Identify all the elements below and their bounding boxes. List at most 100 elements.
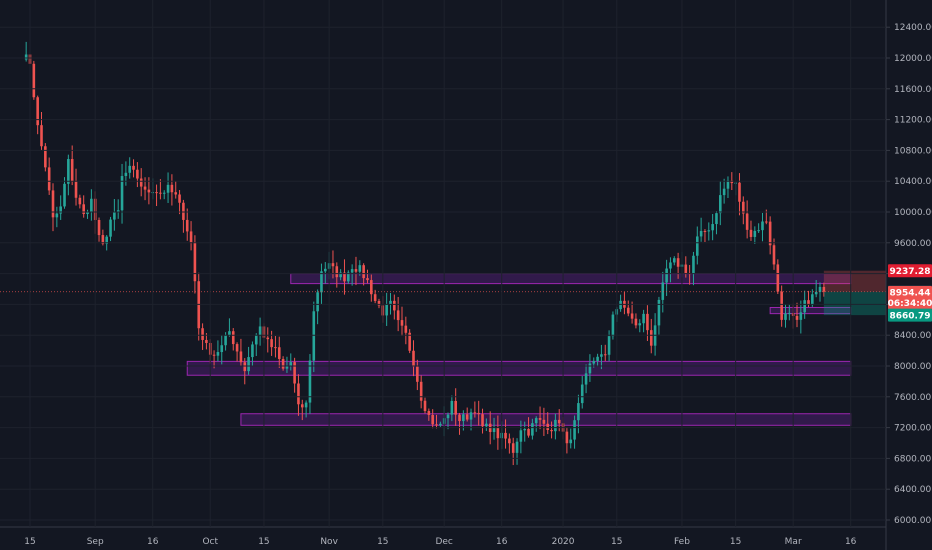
- candle-body: [431, 414, 434, 425]
- candle-body: [772, 245, 776, 265]
- candle-body: [534, 418, 538, 424]
- candle-body: [619, 300, 622, 310]
- candle-body: [596, 356, 599, 361]
- candle-body: [592, 360, 596, 364]
- price-tag-label: 8954.44: [890, 289, 931, 299]
- candle-body: [550, 429, 553, 432]
- x-tick-label: Feb: [674, 537, 690, 547]
- stop-loss-area[interactable]: [823, 270, 886, 292]
- candle-body: [757, 230, 760, 232]
- candle-body: [661, 282, 665, 300]
- take-profit-area[interactable]: [823, 291, 886, 316]
- candle-body: [323, 268, 327, 272]
- candle-body: [634, 318, 638, 326]
- y-tick-label: 8000.00: [894, 362, 931, 372]
- price-zone[interactable]: [290, 273, 852, 285]
- candle-body: [404, 325, 408, 333]
- candle-body: [47, 167, 51, 191]
- candle-body: [745, 213, 749, 230]
- price-tag-label: 06:34:40: [888, 299, 932, 309]
- candle-body: [162, 192, 166, 194]
- candle-body: [281, 358, 285, 369]
- x-tick-label: 15: [730, 537, 741, 547]
- y-tick-label: 6800.00: [894, 454, 931, 464]
- candle-body: [569, 439, 573, 444]
- candle-body: [765, 221, 768, 223]
- candle-body: [120, 176, 124, 211]
- x-tick-label: Sep: [87, 537, 104, 547]
- candle-body: [170, 184, 174, 193]
- candle-body: [531, 423, 534, 436]
- candle-body: [216, 352, 220, 356]
- candle-body: [719, 195, 722, 214]
- x-tick-label: 16: [496, 537, 508, 547]
- candle-body: [803, 300, 806, 313]
- candle-body: [799, 312, 803, 320]
- candle-body: [626, 307, 630, 314]
- candle-body: [235, 344, 239, 352]
- candle-body: [55, 213, 59, 218]
- candle-body: [205, 339, 208, 343]
- price-tag-label: 9237.28: [890, 267, 931, 277]
- candle-body: [239, 351, 243, 363]
- candle-body: [90, 198, 93, 213]
- price-tag-bg: [888, 264, 932, 278]
- candle-body: [780, 291, 783, 320]
- candle-body: [166, 184, 170, 193]
- candle-body: [174, 192, 178, 195]
- candle-body: [416, 366, 419, 382]
- x-tick-label: Dec: [435, 537, 452, 547]
- risk-reward-tool[interactable]: [823, 270, 886, 316]
- time-axis[interactable]: 15 Sep 16 Oct 15 Nov 15 Dec 16 2020 15 Feb 15 Mar 16: [24, 0, 857, 547]
- candle-body: [201, 328, 204, 340]
- candle-body: [711, 224, 714, 231]
- candle-body: [185, 219, 189, 232]
- candle-body: [78, 197, 82, 205]
- candle-body: [761, 221, 764, 231]
- candle-body: [446, 414, 450, 419]
- y-tick-label: 9600.00: [894, 239, 931, 249]
- candle-body: [74, 181, 78, 198]
- candle-body: [212, 354, 216, 356]
- candle-body: [515, 441, 519, 453]
- y-tick-label: 10400.00: [894, 177, 932, 187]
- candle-body: [362, 265, 365, 279]
- candle-body: [189, 231, 193, 243]
- candle-body: [193, 242, 197, 282]
- candle-body: [358, 265, 362, 272]
- candle-body: [370, 280, 373, 295]
- candle-body: [40, 125, 43, 147]
- candle-body: [247, 357, 250, 372]
- candle-body: [82, 204, 85, 215]
- candle-body: [462, 414, 465, 422]
- candle-body: [814, 291, 818, 295]
- price-axis[interactable]: 12400.00 12000.00 11600.00 11200.00 10800.00…: [0, 23, 932, 526]
- candle-body: [638, 323, 642, 326]
- candle-body: [59, 206, 62, 214]
- candle-body: [316, 292, 319, 312]
- candle-body: [231, 331, 235, 345]
- price-zone[interactable]: [240, 413, 852, 426]
- candle-body: [220, 345, 224, 353]
- price-tag-label: 8660.79: [890, 311, 931, 321]
- candle-body: [139, 178, 143, 187]
- candle-body: [749, 229, 753, 237]
- x-tick-label: Oct: [202, 537, 218, 547]
- candle-body: [477, 412, 480, 415]
- candle-body: [300, 404, 304, 408]
- candle-body: [385, 304, 388, 316]
- candle-body: [147, 189, 151, 193]
- candle-body: [389, 300, 392, 305]
- candle-body: [343, 272, 346, 282]
- candle-body: [285, 365, 289, 369]
- candle-body: [538, 418, 542, 420]
- candle-body: [63, 183, 66, 207]
- candle-body: [657, 299, 661, 326]
- candle-body: [105, 236, 108, 244]
- candle-body: [630, 313, 634, 319]
- candle-body: [649, 330, 653, 346]
- x-tick-label: 16: [147, 537, 159, 547]
- candle-body: [692, 255, 695, 274]
- candle-body: [339, 272, 342, 278]
